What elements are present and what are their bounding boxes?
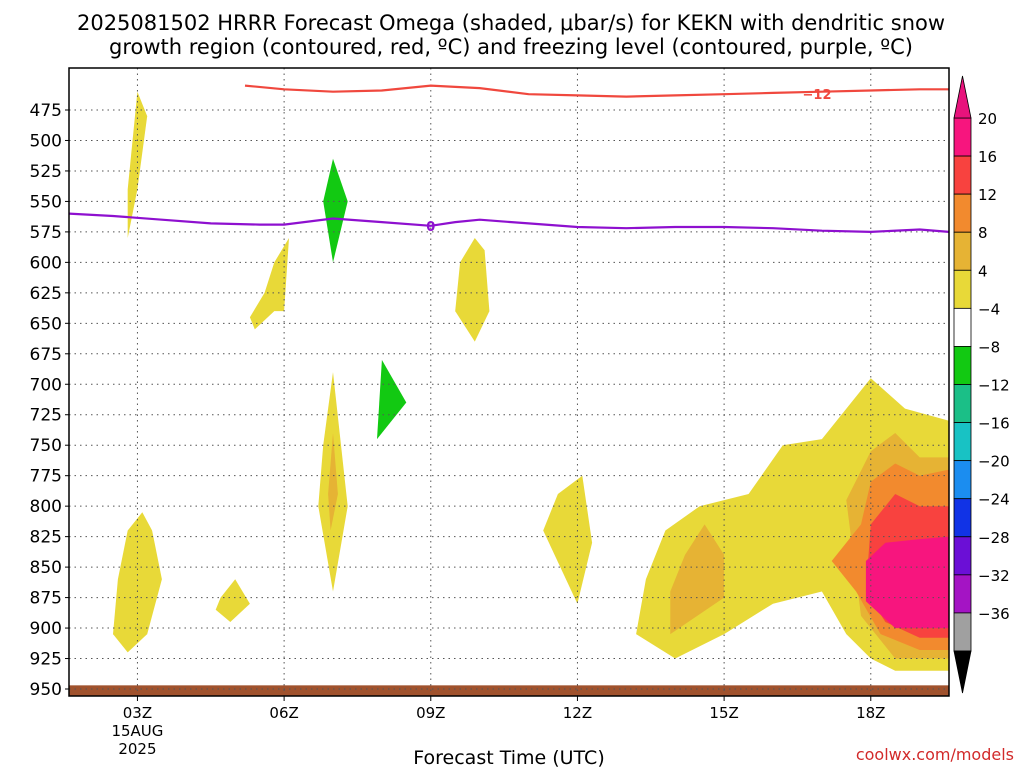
x-tick-label-18Z: 18Z [856, 704, 885, 722]
plot-frame [68, 67, 950, 697]
y-tick-label-750: 750 [30, 436, 62, 456]
contour-line--12 [244, 84, 949, 98]
colorbar-label-13: −36 [978, 605, 1010, 623]
omega-region-0 [127, 91, 148, 238]
y-tick-label-825: 825 [30, 528, 62, 548]
colorbar-swatch-9 [953, 460, 972, 500]
omega-region-3 [215, 579, 250, 622]
chart-title-line2: growth region (contoured, red, ºC) and f… [109, 35, 913, 59]
colorbar-label-7: −12 [978, 377, 1010, 395]
contour-lines: −12 0 [69, 84, 949, 235]
colorbar-label-10: −24 [978, 491, 1010, 509]
colorbar-label-1: 16 [978, 148, 997, 166]
colorbar-label-8: −16 [978, 415, 1010, 433]
colorbar-swatch-0 [953, 117, 972, 157]
colorbar-swatch-2 [953, 193, 972, 233]
contour-line-0 [69, 212, 949, 234]
colorbar-swatch-6 [953, 346, 972, 385]
colorbar-label-3: 8 [978, 224, 988, 242]
colorbar-label-5: −4 [978, 300, 1000, 318]
omega-region-15 [377, 359, 407, 440]
colorbar-top-arrow [953, 75, 972, 119]
x-tick-label-15Z: 15Z [709, 704, 738, 722]
y-tick-label-850: 850 [30, 558, 62, 578]
colorbar-swatch-5 [953, 307, 972, 347]
y-tick-label-475: 475 [30, 101, 62, 121]
y-tick-label-925: 925 [30, 650, 62, 670]
y-tick-label-775: 775 [30, 467, 62, 487]
x-tick-label-06Z: 06Z [269, 704, 298, 722]
y-tick-label-900: 900 [30, 619, 62, 639]
y-tick-label-875: 875 [30, 589, 62, 609]
y-tick-label-725: 725 [30, 406, 62, 426]
x-tick-label-09Z: 09Z [416, 704, 445, 722]
colorbar-swatch-3 [953, 231, 972, 271]
y-tick-label-675: 675 [30, 345, 62, 365]
contour-label--12: −12 [803, 88, 832, 103]
omega-region-5 [328, 433, 338, 531]
omega-region-1 [113, 512, 162, 653]
y-tick-label-625: 625 [30, 284, 62, 304]
colorbar-swatch-8 [953, 422, 972, 462]
colorbar-swatch-11 [953, 536, 972, 576]
axes: 475 500 525 550 575 600 625 650 675 700 725 750 775 8… [30, 67, 950, 758]
grid-lines [69, 68, 949, 696]
colorbar-swatch-1 [953, 155, 972, 195]
y-tick-label-600: 600 [30, 253, 62, 273]
omega-region-2 [249, 238, 289, 330]
colorbar-swatch-10 [953, 498, 972, 538]
colorbar-bottom-arrow [953, 650, 972, 694]
y-tick-label-650: 650 [30, 314, 62, 334]
colorbar-label-12: −32 [978, 567, 1010, 585]
y-tick-label-500: 500 [30, 131, 62, 151]
contour-label-0: 0 [426, 220, 435, 235]
plot-area [69, 91, 949, 696]
y-tick-label-575: 575 [30, 223, 62, 243]
credit-text: coolwx.com/models [856, 745, 1014, 764]
colorbar-label-6: −8 [978, 338, 1000, 356]
terrain-strip [69, 685, 949, 696]
colorbar-label-0: 20 [978, 110, 997, 128]
colorbar-label-4: 4 [978, 262, 988, 280]
x-tick-label-03Z: 03Z [123, 704, 152, 722]
colorbar-swatch-13 [953, 612, 972, 652]
y-tick-label-800: 800 [30, 497, 62, 517]
omega-region-7 [543, 475, 593, 604]
y-tick-label-525: 525 [30, 162, 62, 182]
colorbar-swatch-7 [953, 384, 972, 423]
chart-title-line1: 2025081502 HRRR Forecast Omega (shaded, … [77, 11, 945, 35]
omega-region-9 [670, 524, 725, 635]
x-tick-sublabel-0: 15AUG [111, 722, 163, 740]
colorbar-swatch-12 [953, 574, 972, 614]
x-tick-label-12Z: 12Z [563, 704, 592, 722]
colorbar-swatch-4 [953, 269, 972, 309]
y-tick-label-700: 700 [30, 375, 62, 395]
y-tick-label-550: 550 [30, 192, 62, 212]
colorbar: 20 16 12 8 4 −4 −8 −12 −16 −20 −24 −28 −32 −36 [953, 75, 1010, 694]
x-axis-label: Forecast Time (UTC) [413, 747, 604, 768]
y-tick-label-950: 950 [30, 680, 62, 700]
colorbar-label-9: −20 [978, 453, 1010, 471]
omega-region-13 [865, 536, 949, 629]
x-tick-sublabel-1: 2025 [118, 740, 156, 758]
colorbar-label-2: 12 [978, 186, 997, 204]
omega-region-14 [323, 158, 348, 263]
colorbar-label-11: −28 [978, 529, 1010, 547]
omega-region-6 [455, 238, 490, 342]
